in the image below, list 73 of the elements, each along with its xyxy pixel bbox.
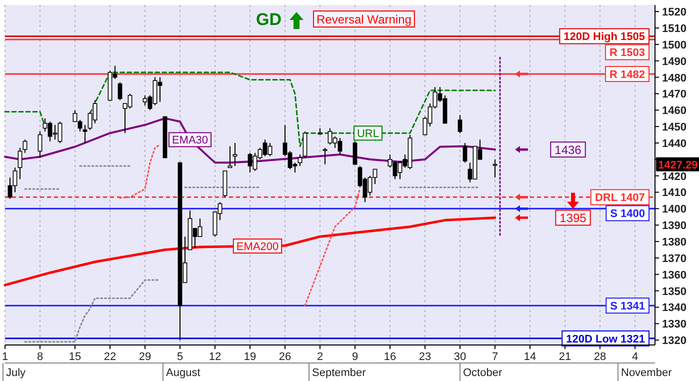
candlestick — [22, 139, 28, 154]
y-tick-label: 1360 — [662, 269, 686, 282]
x-tick-label: 26 — [278, 351, 292, 363]
candlestick — [118, 82, 122, 101]
x-tick-label: 30 — [454, 351, 466, 363]
x-tick-label: 28 — [594, 351, 606, 363]
y-tick-label: 1350 — [662, 286, 686, 298]
x-tick-label: 16 — [384, 351, 396, 363]
ref-line-label: DRL 1407 — [594, 192, 645, 204]
y-tick-label: 1320 — [662, 335, 686, 348]
y-tick-label: 1450 — [662, 122, 686, 134]
ref-line-label: 120D High 1505 — [564, 31, 646, 44]
y-tick-label: 1500 — [662, 39, 686, 52]
ref-line-label: 120D Low 1321 — [566, 333, 645, 346]
x-tick-label: 12 — [208, 351, 222, 363]
y-tick-label: 1520 — [662, 6, 686, 19]
candlestick — [228, 146, 232, 168]
y-tick-label: 1510 — [662, 22, 686, 35]
ref-line-label: S 1341 — [610, 300, 646, 313]
x-tick-label: 19 — [244, 351, 256, 363]
y-tick-label: 1460 — [662, 105, 686, 118]
candlestick — [458, 114, 462, 134]
ref-line-label: S 1400 — [610, 208, 646, 220]
annotation: Reversal Warning — [316, 12, 412, 26]
candlestick — [302, 130, 308, 158]
annotation: 1395 — [560, 211, 587, 226]
candlestick — [352, 140, 358, 165]
x-tick-label: 22 — [104, 351, 116, 363]
candlestick — [322, 147, 328, 165]
x-tick-label: 21 — [558, 351, 572, 363]
annotation: 1436 — [554, 143, 582, 158]
x-tick-label: 4 — [632, 351, 638, 363]
y-tick-label: 1370 — [662, 252, 686, 265]
candlestick — [462, 142, 468, 164]
x-tick-label: 29 — [138, 351, 152, 363]
text: 1427.29 — [658, 159, 698, 172]
candlestick — [18, 147, 22, 180]
series-label: URL — [356, 128, 380, 140]
candlestick — [38, 130, 42, 158]
x-tick-label: 5 — [176, 351, 184, 363]
y-tick-label: 1410 — [662, 187, 686, 200]
y-tick-label: 1400 — [662, 204, 686, 216]
x-tick-label: 14 — [524, 351, 536, 363]
candlestick — [232, 142, 238, 166]
x-tick-label: 2 — [316, 351, 324, 363]
line-series — [4, 216, 496, 286]
y-tick-label: 1480 — [662, 72, 686, 84]
x-tick-label: 9 — [352, 351, 358, 363]
y-tick-label: 1420 — [662, 170, 686, 183]
x-tick-label: 23 — [418, 351, 432, 363]
ref-line-label: R 1503 — [610, 47, 646, 60]
y-tick-label: 1440 — [662, 138, 686, 150]
x-tick-label: 1 — [2, 351, 8, 363]
y-tick-label: 1490 — [662, 56, 686, 68]
line-series — [24, 279, 161, 342]
x-tick-label: 15 — [68, 351, 82, 363]
y-tick-label: 1340 — [662, 302, 686, 314]
candlestick — [298, 154, 302, 166]
x-tick-label: 7 — [492, 351, 498, 363]
candlestick — [82, 124, 88, 144]
annotation: GD — [256, 10, 282, 29]
text: July — [6, 367, 26, 379]
text: September — [312, 367, 366, 379]
ref-line-label: R 1482 — [610, 68, 646, 81]
y-tick-label: 1330 — [662, 318, 686, 331]
series-label: EMA200 — [236, 241, 279, 254]
text: November — [621, 367, 672, 379]
y-tick-label: 1380 — [662, 236, 686, 249]
text: August — [166, 367, 200, 379]
y-tick-label: 1470 — [662, 88, 686, 101]
x-tick-label: 8 — [36, 351, 44, 363]
text: October — [463, 367, 502, 379]
y-tick-label: 1390 — [662, 220, 686, 232]
